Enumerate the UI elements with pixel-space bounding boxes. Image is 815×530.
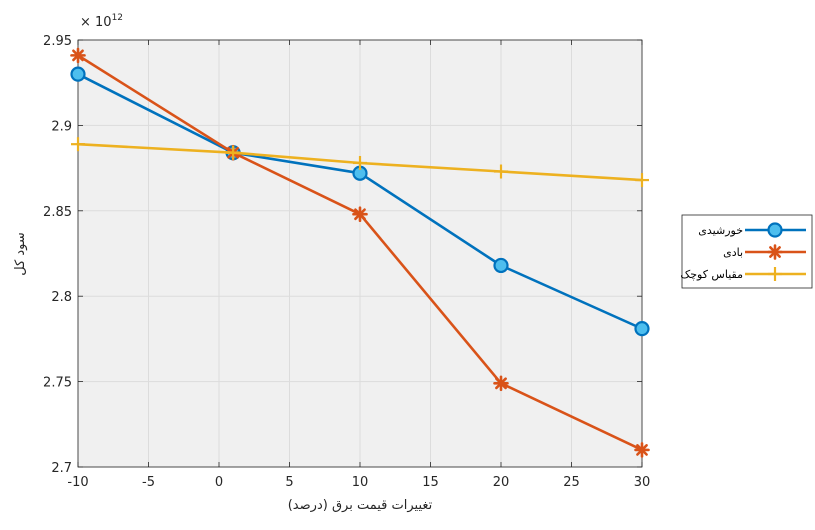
series-layer bbox=[70, 47, 650, 458]
legend-item: خورشیدی bbox=[698, 222, 806, 238]
y-tick-label: 2.7 bbox=[51, 461, 72, 476]
y-multiplier: × 1012 bbox=[80, 13, 123, 30]
data-point bbox=[634, 442, 650, 458]
x-tick-label: 25 bbox=[563, 475, 580, 490]
axes: -10 -5 0 5 10 15 20 25 30 2.7 2.75 2.8 2.85 2.9 2.95 bbox=[43, 34, 650, 490]
x-axis-label: تغییرات قیمت برق (درصد) bbox=[288, 498, 433, 513]
data-point bbox=[226, 145, 241, 160]
y-tick-label: 2.8 bbox=[51, 290, 72, 305]
data-point bbox=[353, 155, 367, 170]
y-tick-label: 2.9 bbox=[51, 119, 72, 134]
data-point bbox=[494, 164, 508, 179]
data-point bbox=[352, 206, 368, 223]
x-tick-label: -10 bbox=[67, 475, 88, 490]
y-axis-label: سود کل bbox=[13, 232, 28, 276]
legend-item: مقیاس کوچک bbox=[680, 267, 806, 281]
legend-label: مقیاس کوچک bbox=[680, 268, 743, 281]
legend-swatch-marker bbox=[767, 222, 783, 238]
data-point bbox=[635, 173, 649, 188]
legend-label: خورشیدی bbox=[698, 224, 743, 237]
x-tick-label: 10 bbox=[352, 475, 369, 490]
series-3 bbox=[71, 137, 649, 188]
x-tick-label: 20 bbox=[493, 475, 510, 490]
x-tick-label: 5 bbox=[285, 475, 293, 490]
x-tick-label: 15 bbox=[422, 475, 439, 490]
star-stroke bbox=[769, 246, 781, 258]
star-stroke bbox=[72, 49, 84, 62]
legend-swatch-marker bbox=[768, 267, 782, 281]
data-point bbox=[71, 137, 85, 152]
legend-item: بادی bbox=[723, 244, 806, 260]
x-tick-label: 30 bbox=[634, 475, 651, 490]
data-point bbox=[493, 375, 509, 392]
y-tick-label: 2.95 bbox=[43, 34, 72, 49]
legend-label: بادی bbox=[723, 246, 743, 259]
data-point bbox=[70, 47, 86, 64]
star-stroke bbox=[636, 444, 648, 456]
data-point bbox=[634, 321, 650, 337]
data-point bbox=[70, 66, 86, 82]
star-stroke bbox=[495, 377, 507, 390]
y-tick-label: 2.75 bbox=[43, 376, 72, 391]
legend-swatch-marker bbox=[767, 244, 783, 260]
data-point bbox=[493, 257, 509, 274]
y-tick-label: 2.85 bbox=[43, 205, 72, 220]
legend: خورشیدی بادی مقیاس کوچک bbox=[680, 214, 813, 289]
star-stroke bbox=[354, 208, 366, 221]
x-tick-label: 0 bbox=[215, 475, 223, 490]
x-tick-label: -5 bbox=[142, 475, 155, 490]
